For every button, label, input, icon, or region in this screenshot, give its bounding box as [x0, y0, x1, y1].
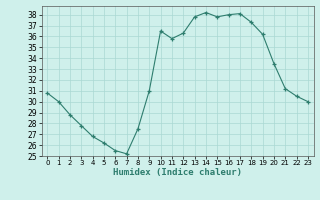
X-axis label: Humidex (Indice chaleur): Humidex (Indice chaleur)	[113, 168, 242, 177]
